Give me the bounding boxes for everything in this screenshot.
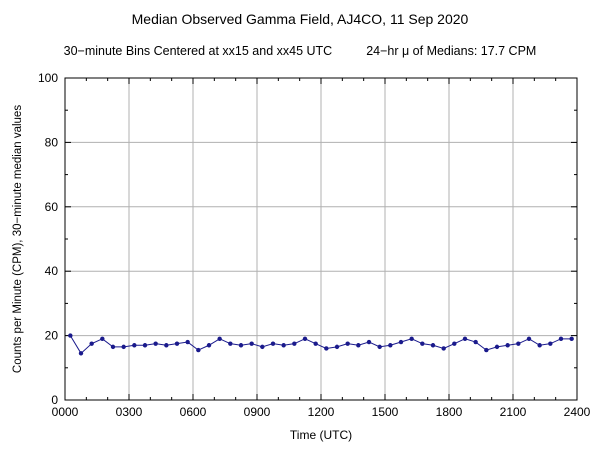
x-tick-label: 1800 bbox=[436, 405, 463, 419]
data-point bbox=[313, 341, 318, 346]
data-point bbox=[537, 343, 542, 348]
data-point bbox=[238, 343, 244, 348]
data-point bbox=[89, 341, 94, 346]
y-axis-label: Counts per Minute (CPM), 30−minute media… bbox=[12, 104, 24, 374]
data-point bbox=[185, 339, 190, 345]
data-point bbox=[409, 336, 414, 342]
y-tick-label: 40 bbox=[45, 264, 59, 278]
chart-title: Median Observed Gamma Field, AJ4CO, 11 S… bbox=[131, 11, 469, 27]
data-point bbox=[505, 343, 510, 348]
chart-subtitle: 30−minute Bins Centered at xx15 and xx45… bbox=[0, 44, 600, 58]
data-point bbox=[366, 339, 372, 345]
data-point bbox=[78, 351, 84, 356]
data-point bbox=[153, 341, 158, 346]
data-point bbox=[548, 341, 553, 346]
x-axis-label: Time (UTC) bbox=[289, 428, 353, 442]
data-point bbox=[569, 336, 574, 342]
data-point bbox=[217, 336, 222, 342]
data-point bbox=[260, 344, 265, 350]
data-point bbox=[388, 343, 393, 348]
data-point bbox=[228, 341, 233, 346]
data-point bbox=[484, 347, 489, 353]
x-tick-label: 1500 bbox=[372, 405, 399, 419]
data-point bbox=[142, 343, 148, 348]
y-tick-label: 80 bbox=[45, 135, 59, 149]
data-point bbox=[494, 344, 500, 350]
x-tick-label: 0900 bbox=[244, 405, 271, 419]
data-point bbox=[526, 336, 532, 342]
data-point bbox=[174, 341, 180, 346]
x-tick-label: 0600 bbox=[180, 405, 207, 419]
data-point bbox=[110, 344, 116, 350]
data-point bbox=[356, 343, 361, 348]
y-tick-label: 0 bbox=[51, 393, 58, 407]
data-point bbox=[196, 347, 201, 353]
subtitle-bins-text: 30−minute Bins Centered at xx15 and xx45… bbox=[63, 44, 333, 58]
x-tick-label: 1200 bbox=[308, 405, 335, 419]
x-tick-label: 2100 bbox=[500, 405, 527, 419]
data-point bbox=[441, 346, 446, 351]
data-point bbox=[100, 336, 105, 342]
data-point bbox=[377, 344, 382, 350]
data-point bbox=[420, 341, 425, 346]
data-point bbox=[206, 343, 212, 348]
data-point bbox=[302, 336, 308, 342]
y-tick-label: 100 bbox=[38, 71, 58, 85]
data-point bbox=[334, 344, 340, 350]
x-tick-label: 0000 bbox=[52, 405, 79, 419]
x-tick-label: 0300 bbox=[116, 405, 143, 419]
data-point bbox=[281, 343, 286, 348]
y-tick-label: 20 bbox=[45, 329, 59, 343]
data-point bbox=[473, 339, 478, 345]
data-point bbox=[516, 341, 521, 346]
data-point bbox=[430, 343, 436, 348]
data-point bbox=[270, 341, 276, 346]
data-point bbox=[345, 341, 350, 346]
data-point bbox=[324, 346, 329, 351]
data-point bbox=[462, 336, 468, 342]
data-point bbox=[121, 344, 126, 350]
y-tick-label: 60 bbox=[45, 200, 59, 214]
x-tick-label: 2400 bbox=[564, 405, 591, 419]
data-point bbox=[398, 339, 404, 345]
data-point bbox=[68, 333, 73, 338]
data-point bbox=[452, 341, 457, 346]
data-point bbox=[132, 343, 137, 348]
data-point bbox=[164, 343, 169, 348]
data-point bbox=[292, 341, 297, 346]
data-point bbox=[558, 336, 564, 342]
subtitle-mean-text: 24−hr μ of Medians: 17.7 CPM bbox=[366, 44, 537, 58]
data-point bbox=[249, 341, 254, 346]
